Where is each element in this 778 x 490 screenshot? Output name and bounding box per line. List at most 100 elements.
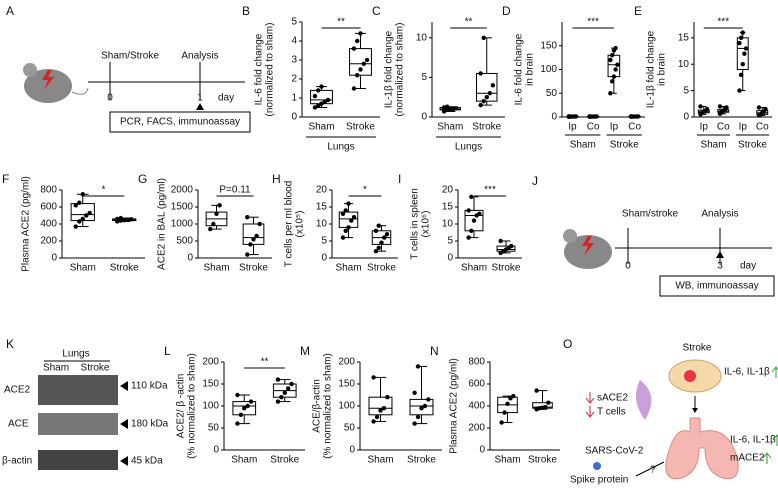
data-point xyxy=(478,71,483,76)
significance-label: *** xyxy=(587,17,599,28)
significance-label: * xyxy=(102,185,106,196)
data-point xyxy=(737,40,742,46)
y-tick-label: 500 xyxy=(176,236,193,247)
y-tick-label: 0 xyxy=(479,445,485,456)
x-tick-label: Co xyxy=(717,122,730,133)
y-tick-label: 100 xyxy=(202,401,219,412)
box xyxy=(242,223,265,245)
y-tick-label: 20 xyxy=(442,185,454,196)
data-point xyxy=(376,223,381,228)
panel-j: J Sham/stroke Analysis 0 3 day WB, immun… xyxy=(532,174,775,297)
virus xyxy=(593,462,601,470)
x-tick-label: Co xyxy=(628,122,641,133)
x-tick-label: Ip xyxy=(739,122,748,133)
y-axis-label: (x10⁵) xyxy=(295,211,306,238)
x-tick-label: Ip xyxy=(568,122,577,133)
data-point xyxy=(73,203,78,208)
data-point xyxy=(487,91,493,96)
x-tick-label: Sham xyxy=(335,263,361,274)
y-tick-label: 200 xyxy=(40,236,57,247)
label: Analysis xyxy=(181,51,218,62)
data-point xyxy=(566,114,572,119)
data-point xyxy=(613,67,618,72)
size-label: 45 kDa xyxy=(131,456,163,467)
data-point xyxy=(415,414,421,420)
data-point xyxy=(756,105,762,110)
data-point xyxy=(454,106,459,111)
lesion xyxy=(684,370,696,382)
y-tick-label: 150 xyxy=(540,40,557,51)
lungs xyxy=(665,417,739,480)
data-point xyxy=(275,399,281,404)
x-tick-label: Stroke xyxy=(270,455,299,466)
data-point xyxy=(444,104,450,109)
x-tick-label: Co xyxy=(756,122,769,133)
y-axis-label: ACE2 in BAL (pg/ml) xyxy=(157,178,168,270)
dna xyxy=(636,380,652,420)
data-point xyxy=(384,232,390,237)
label: day xyxy=(740,261,756,272)
data-point xyxy=(546,400,551,405)
data-point xyxy=(628,114,634,119)
panel-letter: F xyxy=(2,172,9,186)
label: 1 xyxy=(197,93,203,104)
y-tick-label: 800 xyxy=(40,185,57,196)
y-axis-label: (normalized to sham) xyxy=(265,23,276,117)
y-tick-label: 200 xyxy=(468,423,485,434)
blot-band xyxy=(38,450,118,470)
y-tick-label: 10 xyxy=(316,219,328,230)
y-axis-label: IL-1β fold change xyxy=(384,30,395,108)
data-point xyxy=(738,35,744,41)
x-tick-label: Stroke xyxy=(239,263,268,274)
label: T cells xyxy=(597,407,626,418)
data-point xyxy=(635,114,641,119)
y-tick-label: 50 xyxy=(546,88,558,99)
marker xyxy=(196,103,204,110)
label: Spike protein xyxy=(570,475,628,486)
y-axis-label: IL-6 fold change xyxy=(254,33,265,105)
data-point xyxy=(376,245,381,250)
data-point xyxy=(248,399,254,404)
blot-band xyxy=(38,413,118,435)
y-tick-label: 5 xyxy=(291,17,297,28)
panel-letter: M xyxy=(300,344,310,358)
panel-a: A Sham/Stroke Analysis 0 1 day PCR, FACS… xyxy=(6,4,251,133)
group-label: Lungs xyxy=(327,142,354,153)
data-point xyxy=(509,243,514,249)
up-arrow xyxy=(762,452,772,464)
label: 3 xyxy=(717,261,723,272)
data-point xyxy=(371,419,376,424)
data-point xyxy=(248,242,253,247)
panel-letter: N xyxy=(430,344,439,358)
x-tick-label: Sham xyxy=(437,122,463,133)
data-point xyxy=(543,404,548,410)
box xyxy=(368,396,393,416)
data-point xyxy=(611,74,617,79)
panel-letter: G xyxy=(138,172,147,186)
panel-letter: O xyxy=(563,337,572,351)
data-point xyxy=(412,390,417,395)
data-point xyxy=(385,395,390,400)
data-point xyxy=(505,401,510,406)
panel-letter: L xyxy=(164,344,171,358)
data-point xyxy=(373,228,379,233)
data-point xyxy=(587,114,592,119)
y-tick-label: 800 xyxy=(468,357,485,368)
blot-band xyxy=(38,375,118,405)
y-tick-label: 100 xyxy=(338,401,355,412)
data-point xyxy=(73,224,78,229)
x-tick-label: Stroke xyxy=(492,263,521,274)
x-tick-label: Stroke xyxy=(528,455,557,466)
y-tick-label: 1500 xyxy=(171,202,194,213)
data-point xyxy=(717,104,723,109)
data-point xyxy=(608,91,613,96)
label: 0 xyxy=(625,261,631,272)
data-point xyxy=(498,238,503,244)
mouse xyxy=(24,69,72,103)
data-point xyxy=(217,203,222,208)
data-point xyxy=(499,420,504,425)
y-tick-label: 100 xyxy=(540,64,557,75)
stroke-icon xyxy=(42,70,54,90)
y-axis-label: in brain xyxy=(657,53,668,86)
data-point xyxy=(615,62,620,67)
